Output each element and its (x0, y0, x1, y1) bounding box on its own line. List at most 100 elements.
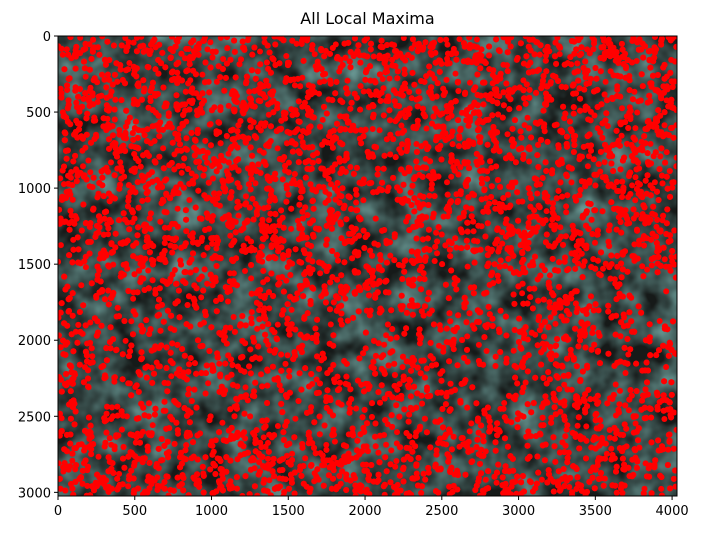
maxima-point (284, 320, 291, 327)
maxima-point (626, 220, 633, 227)
maxima-point (178, 169, 185, 176)
maxima-point (275, 274, 282, 281)
maxima-point (663, 288, 670, 295)
maxima-point (225, 150, 232, 157)
maxima-point (566, 484, 573, 490)
maxima-point (146, 400, 152, 407)
maxima-point (252, 180, 259, 187)
maxima-point (122, 36, 129, 41)
plot-area (58, 36, 677, 496)
maxima-point (538, 476, 545, 483)
maxima-point (394, 429, 400, 436)
maxima-point (600, 265, 606, 272)
maxima-point (328, 181, 334, 188)
maxima-point (607, 68, 614, 75)
maxima-point (651, 179, 658, 186)
maxima-point (130, 295, 137, 302)
maxima-point (225, 102, 232, 109)
maxima-point (291, 82, 298, 89)
maxima-point (551, 122, 558, 129)
maxima-point (668, 254, 675, 260)
maxima-point (513, 56, 520, 63)
maxima-point (464, 263, 471, 270)
maxima-point (547, 314, 554, 321)
maxima-point (217, 36, 224, 41)
maxima-point (94, 99, 101, 105)
maxima-point (492, 205, 499, 212)
maxima-point (283, 53, 290, 59)
maxima-point (428, 185, 435, 192)
maxima-point (622, 370, 629, 376)
maxima-point (105, 121, 111, 128)
maxima-point (116, 470, 123, 477)
maxima-point (634, 109, 641, 116)
maxima-point (416, 340, 423, 347)
maxima-point (248, 315, 255, 322)
maxima-point (149, 422, 156, 429)
maxima-point (388, 41, 395, 48)
maxima-point (665, 446, 672, 453)
maxima-point (534, 224, 541, 231)
maxima-point (632, 125, 639, 132)
maxima-point (470, 228, 477, 235)
maxima-point (95, 453, 102, 460)
maxima-point (659, 217, 666, 224)
maxima-point (587, 117, 594, 124)
maxima-point (204, 46, 211, 53)
maxima-point (288, 225, 295, 232)
maxima-point (256, 307, 263, 314)
maxima-point (553, 352, 559, 359)
maxima-point (257, 48, 263, 55)
maxima-point (648, 414, 655, 421)
maxima-point (424, 384, 430, 391)
maxima-point (493, 479, 500, 486)
maxima-point (456, 36, 463, 43)
maxima-point (464, 333, 471, 340)
maxima-point (323, 441, 330, 448)
maxima-point (82, 144, 89, 151)
maxima-point (448, 173, 455, 180)
maxima-point (614, 86, 621, 93)
maxima-point (213, 245, 220, 252)
maxima-point (174, 205, 181, 212)
maxima-point (70, 236, 77, 243)
maxima-point (444, 55, 451, 62)
maxima-point (607, 434, 613, 441)
maxima-point (482, 476, 489, 483)
maxima-point (205, 380, 212, 387)
maxima-point (248, 309, 255, 315)
maxima-point (568, 179, 575, 186)
maxima-point (543, 52, 549, 59)
maxima-point (347, 164, 354, 170)
maxima-point (577, 187, 584, 193)
maxima-point (106, 76, 113, 83)
maxima-point (536, 327, 543, 334)
maxima-point (344, 77, 351, 84)
maxima-point (557, 224, 564, 231)
maxima-point (466, 428, 473, 435)
maxima-point (452, 70, 459, 77)
maxima-point (314, 58, 321, 65)
maxima-point (526, 158, 533, 165)
maxima-point (360, 88, 367, 95)
maxima-point (234, 485, 240, 492)
maxima-point (342, 295, 349, 302)
maxima-point (608, 445, 615, 452)
maxima-point (286, 367, 293, 374)
maxima-point (132, 384, 139, 390)
maxima-point (266, 305, 273, 312)
maxima-point (266, 347, 273, 354)
maxima-point (327, 321, 334, 328)
maxima-point (207, 39, 214, 46)
maxima-point (78, 282, 85, 289)
maxima-point (431, 75, 438, 82)
maxima-point (508, 419, 515, 426)
maxima-point (499, 229, 506, 236)
maxima-point (618, 132, 625, 139)
maxima-point (434, 250, 440, 257)
maxima-point (528, 433, 534, 440)
maxima-point (195, 51, 202, 58)
maxima-point (171, 267, 178, 273)
maxima-point (483, 348, 490, 354)
